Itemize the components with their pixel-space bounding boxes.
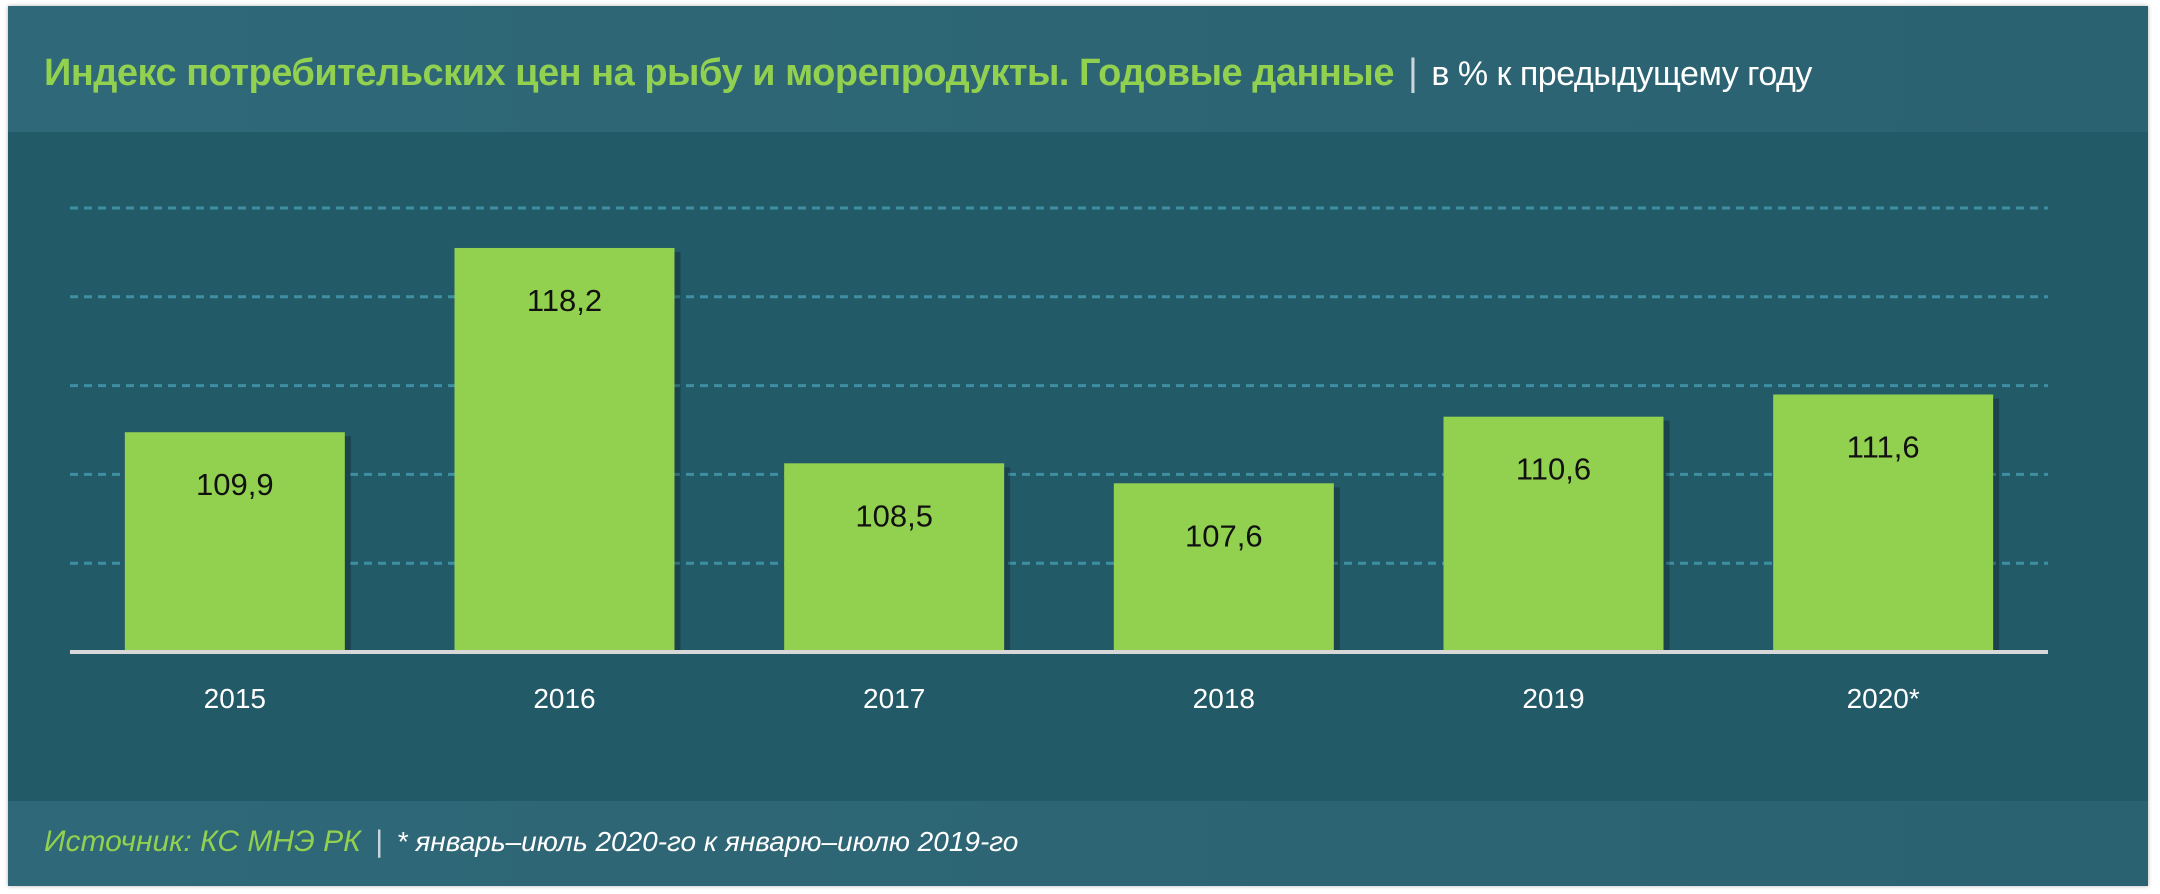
bar-2018 [1113,483,1334,652]
x-tick-label: 2017 [863,683,925,714]
title-text: Индекс потребительских цен на рыбу и мор… [44,52,1394,94]
data-label: 110,6 [1516,452,1591,487]
bar-2020* [1773,394,1994,652]
data-label: 109,9 [196,467,274,502]
footer-separator: | [374,825,383,858]
x-tick-label: 2016 [533,683,595,714]
x-tick-label: 2020* [1847,683,1920,714]
bar-2019 [1443,416,1664,652]
title-separator: | [1407,52,1418,94]
chart-subtitle: в % к предыдущему году [1431,55,1812,93]
footer-text: Источник: КС МНЭ РК | * январь–июль 2020-г… [44,825,1018,859]
chart-header: Индекс потребительских цен на рыбу и мор… [8,6,2148,132]
x-tick-label: 2015 [204,683,266,714]
bar-2016 [454,247,675,652]
data-label: 118,2 [527,283,602,318]
x-tick-label: 2019 [1522,683,1584,714]
bar-2017 [784,463,1005,652]
data-label: 107,6 [1185,518,1263,553]
bar-2015 [124,432,345,652]
chart-title: Индекс потребительских цен на рыбу и мор… [44,52,1812,95]
chart-footer: Источник: КС МНЭ РК | * январь–июль 2020-г… [8,801,2148,886]
footnote: * январь–июль 2020-го к январю–июлю 2019… [396,826,1019,857]
data-label: 111,6 [1847,429,1920,464]
data-label: 108,5 [855,498,933,533]
x-tick-label: 2018 [1193,683,1255,714]
source-text: Источник: КС МНЭ РК [44,825,361,858]
